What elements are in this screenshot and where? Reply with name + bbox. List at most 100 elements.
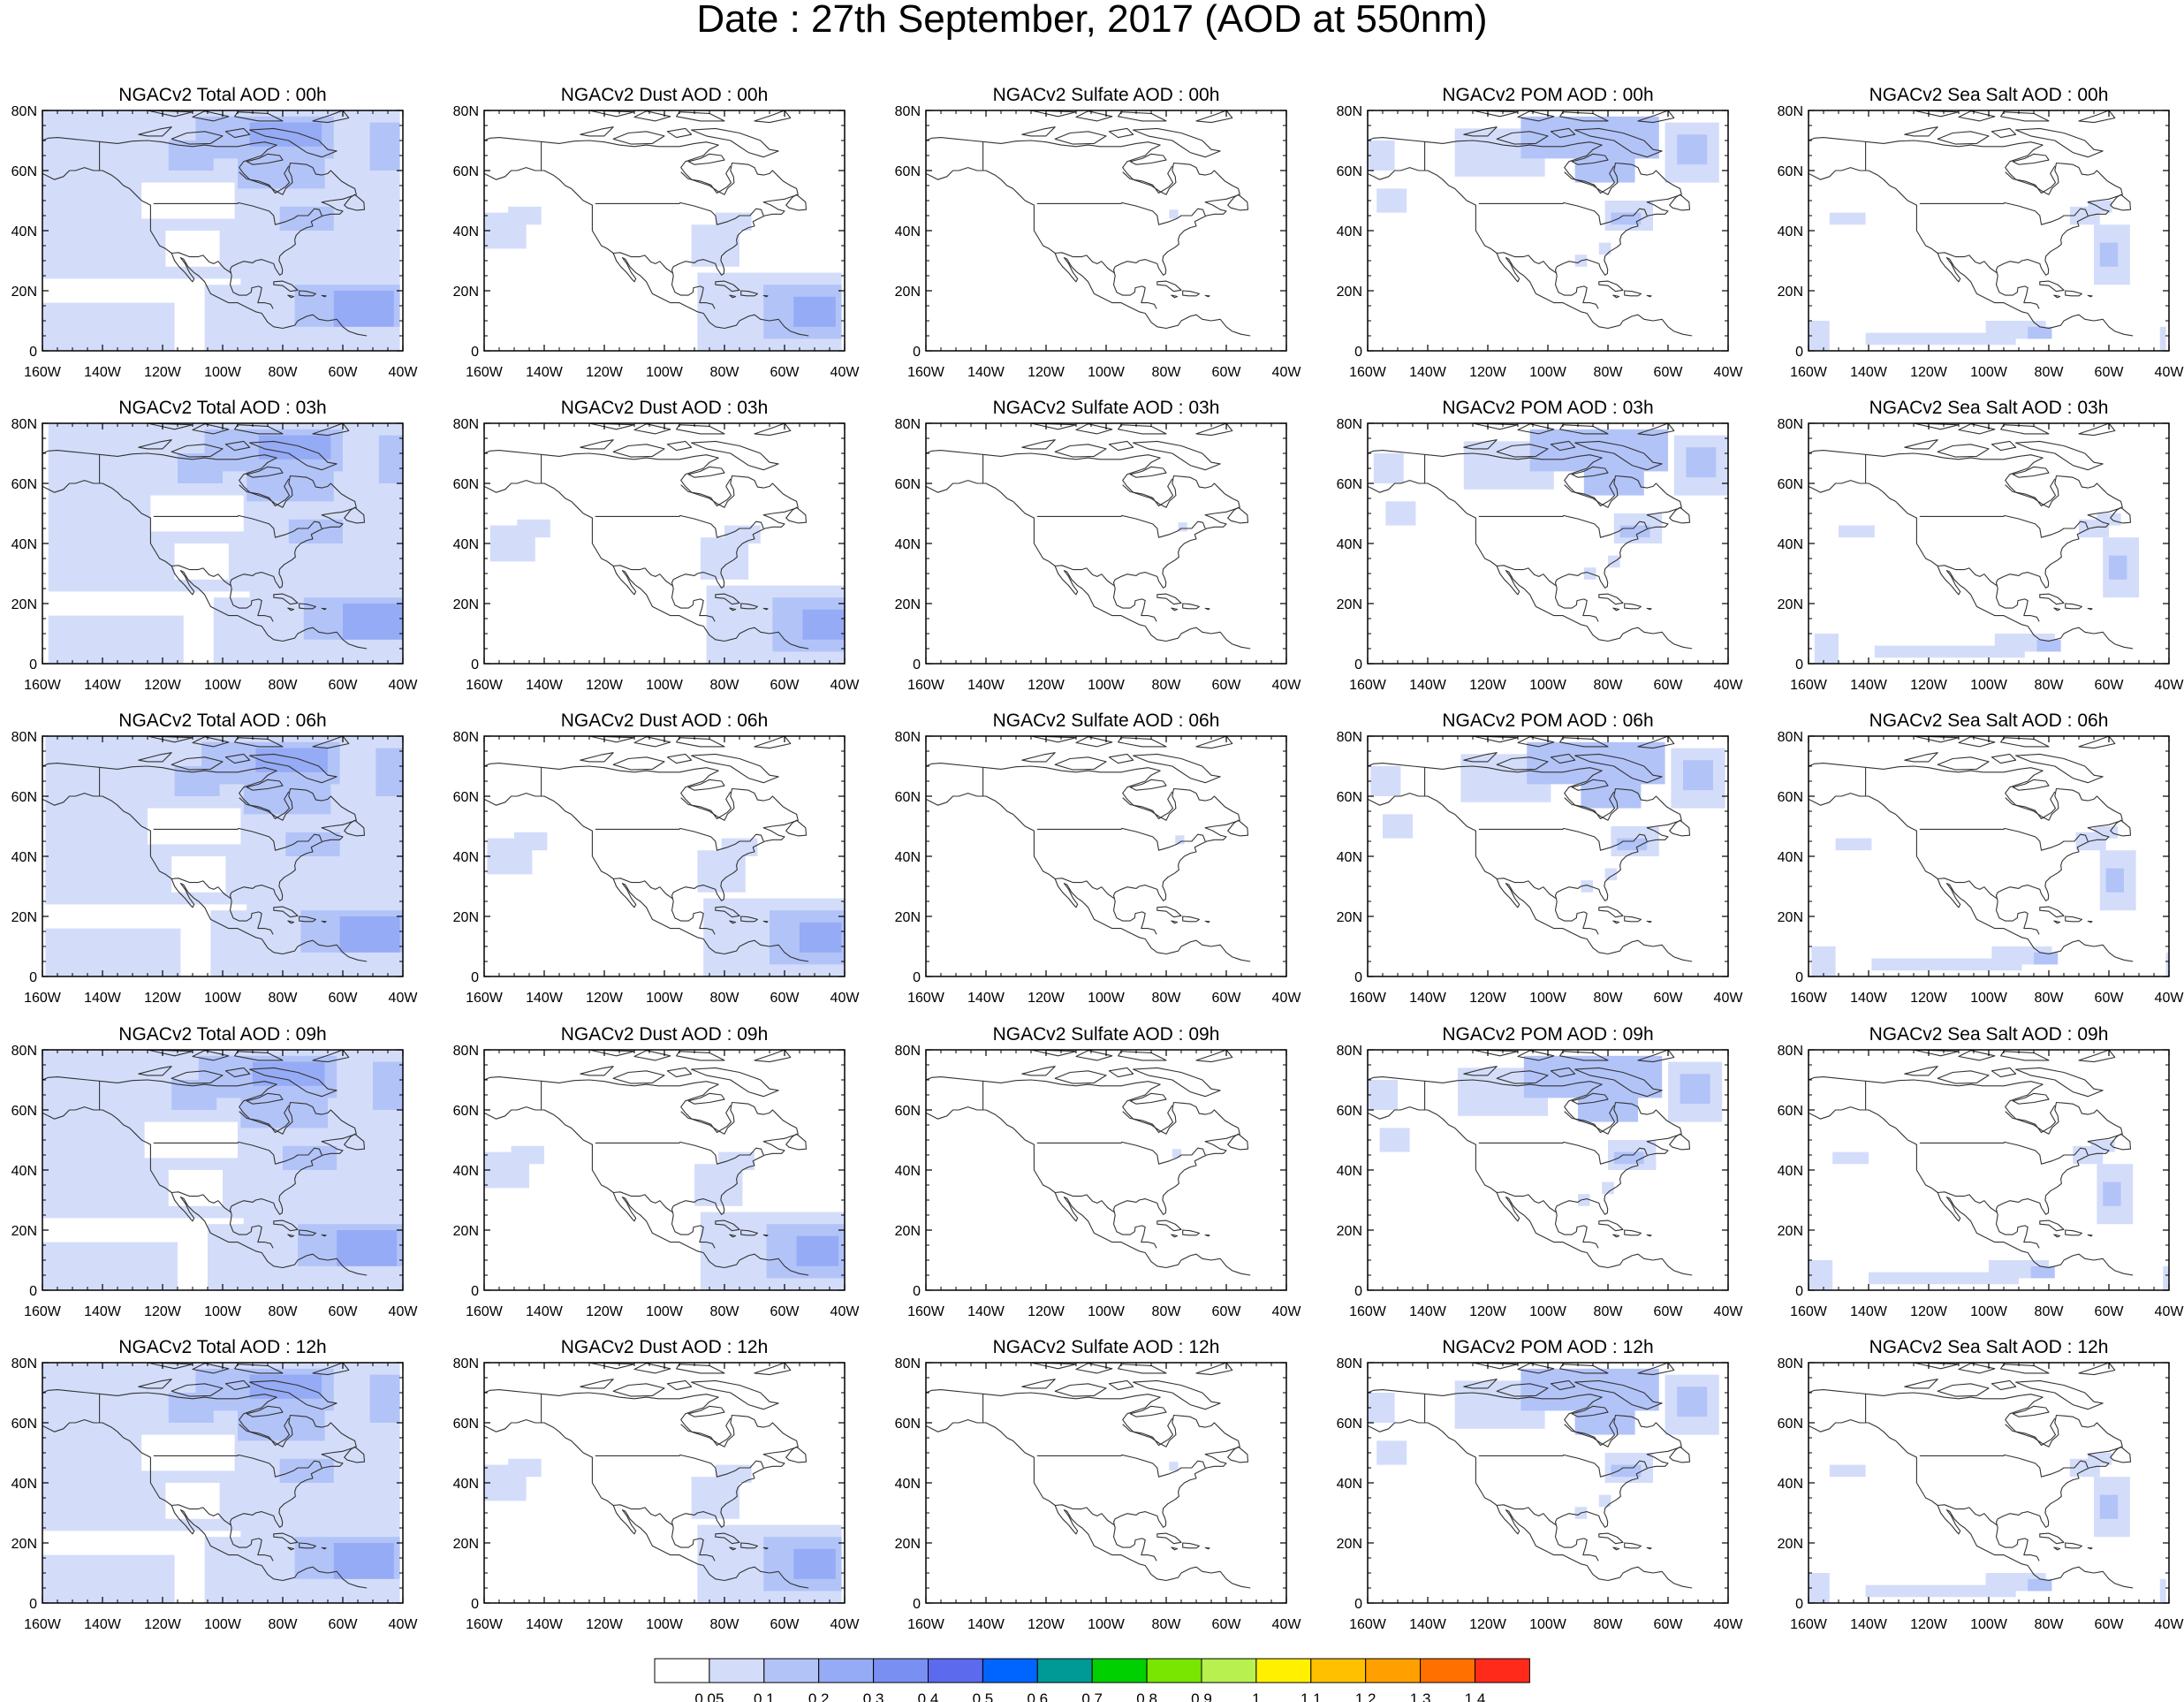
x-tick-label: 60W: [2095, 365, 2125, 380]
y-tick-label: 40N: [1778, 537, 1803, 552]
y-tick-label: 60N: [1337, 1104, 1362, 1119]
x-tick-label: 100W: [204, 1617, 242, 1632]
x-tick-label: 60W: [1212, 1617, 1242, 1632]
colorbar-label: 0.6: [1027, 1691, 1048, 1702]
aod-field: [1373, 429, 1728, 580]
x-tick-label: 40W: [1714, 678, 1744, 693]
colorbar-swatch: [1310, 1658, 1367, 1683]
panel-title: NGACv2 Total AOD : 00h: [118, 85, 326, 105]
y-tick-label: 40N: [895, 224, 921, 239]
x-tick-label: 60W: [770, 991, 800, 1006]
panel-title: NGACv2 Total AOD : 06h: [118, 710, 326, 731]
aod-field: [42, 110, 400, 351]
x-tick-label: 160W: [907, 365, 945, 380]
aod-field: [1809, 1140, 2169, 1290]
aod-patch: [718, 1151, 755, 1170]
x-tick-label: 40W: [830, 991, 861, 1006]
colorbar-swatch: [1475, 1658, 1530, 1683]
x-tick-label: 60W: [329, 678, 359, 693]
x-tick-label: 120W: [586, 678, 624, 693]
map-panel: NGACv2 Sulfate AOD : 06h 160W 140W 120W 100W…: [895, 710, 1302, 1006]
y-tick-label: 80N: [895, 1044, 921, 1059]
x-tick-label: 100W: [1088, 678, 1126, 693]
colorbar-swatch: [1420, 1658, 1475, 1683]
map-panel: NGACv2 Sea Salt AOD : 09h 160W 140W 120W 100…: [1778, 1024, 2184, 1319]
aod-field: [489, 519, 845, 664]
aod-patch: [1578, 1091, 1638, 1122]
y-tick-label: 60N: [1337, 790, 1362, 805]
x-tick-label: 100W: [1088, 991, 1126, 1006]
x-tick-label: 140W: [1409, 1617, 1447, 1632]
x-tick-label: 160W: [907, 1617, 945, 1632]
aod-patch: [1583, 465, 1644, 496]
aod-patch: [246, 465, 334, 502]
panel-title: NGACv2 Sulfate AOD : 09h: [993, 1024, 1220, 1045]
x-tick-label: 120W: [1469, 365, 1507, 380]
y-tick-label: 40N: [1337, 1477, 1362, 1492]
map-panel: NGACv2 POM AOD : 09h 160W 140W 120W 100W 80W 6…: [1337, 1024, 1744, 1319]
aod-patch: [1839, 525, 1875, 538]
aod-patch: [721, 838, 758, 856]
colorbar-label: 1.2: [1355, 1691, 1376, 1702]
y-tick-label: 80N: [895, 1356, 921, 1371]
x-tick-label: 100W: [204, 678, 242, 693]
panel-title: NGACv2 Sea Salt AOD : 12h: [1869, 1337, 2109, 1357]
aod-patch: [1169, 209, 1179, 219]
coastline: [1367, 422, 1693, 650]
panel-title: NGACv2 Sea Salt AOD : 09h: [1869, 1024, 2109, 1045]
aod-patch: [793, 1548, 836, 1579]
x-tick-label: 120W: [1028, 678, 1065, 693]
panel-title: NGACv2 Dust AOD : 00h: [561, 85, 769, 105]
y-tick-label: 60N: [895, 1104, 921, 1119]
map-panel: NGACv2 Sulfate AOD : 00h 160W 140W 120W 100W…: [895, 85, 1302, 380]
aod-patch: [42, 1242, 178, 1290]
x-tick-label: 140W: [1409, 365, 1447, 380]
y-tick-label: 0: [1354, 345, 1362, 360]
aod-patch: [2090, 1140, 2115, 1152]
y-tick-label: 40N: [895, 1164, 921, 1179]
colorbar-swatch: [1365, 1658, 1422, 1683]
colorbar-label: 1: [1252, 1691, 1260, 1702]
y-tick-label: 60N: [453, 164, 479, 179]
map-panel: NGACv2 Sulfate AOD : 03h 160W 140W 120W 100W…: [895, 398, 1302, 693]
y-tick-label: 20N: [453, 597, 479, 612]
x-tick-label: 60W: [770, 1617, 800, 1632]
map-panel: NGACv2 Dust AOD : 06h 160W 140W 120W 100W 80W…: [453, 710, 861, 1006]
x-tick-label: 100W: [646, 1304, 684, 1319]
aod-patch: [1811, 946, 1836, 976]
y-tick-label: 60N: [1778, 164, 1803, 179]
x-tick-label: 120W: [1910, 678, 1948, 693]
y-tick-label: 20N: [1337, 1224, 1362, 1239]
aod-patch: [1383, 814, 1413, 839]
aod-patch: [243, 1121, 403, 1230]
y-tick-label: 20N: [1337, 597, 1362, 612]
y-tick-label: 40N: [1778, 1164, 1803, 1179]
aod-patch: [1385, 501, 1416, 526]
aod-patch: [1829, 212, 1866, 225]
y-tick-label: 40N: [1778, 224, 1803, 239]
aod-patch: [1178, 522, 1187, 532]
x-tick-label: 60W: [770, 365, 800, 380]
aod-patch: [2088, 201, 2112, 213]
x-tick-label: 60W: [329, 1617, 359, 1632]
aod-field: [1178, 522, 1187, 532]
panel-title: NGACv2 Dust AOD : 12h: [561, 1337, 769, 1357]
coastline: [1367, 735, 1693, 962]
aod-field: [42, 1050, 403, 1290]
aod-patch: [240, 1434, 400, 1543]
aod-patch: [691, 1477, 739, 1519]
colorbar-label: 0.5: [973, 1691, 994, 1702]
x-tick-label: 160W: [1790, 991, 1828, 1006]
map-panel: NGACv2 POM AOD : 03h 160W 140W 120W 100W 80W 6…: [1337, 398, 1744, 693]
y-tick-label: 80N: [453, 104, 479, 119]
x-tick-label: 60W: [1654, 678, 1684, 693]
aod-patch: [373, 1061, 403, 1110]
coastline: [1808, 1049, 2134, 1276]
y-tick-label: 60N: [11, 1417, 37, 1432]
y-tick-label: 60N: [1337, 164, 1362, 179]
aod-patch: [2109, 555, 2127, 580]
aod-patch: [2034, 952, 2059, 965]
y-tick-label: 40N: [1778, 1477, 1803, 1492]
x-tick-label: 40W: [1272, 991, 1302, 1006]
aod-patch: [1169, 1462, 1179, 1471]
